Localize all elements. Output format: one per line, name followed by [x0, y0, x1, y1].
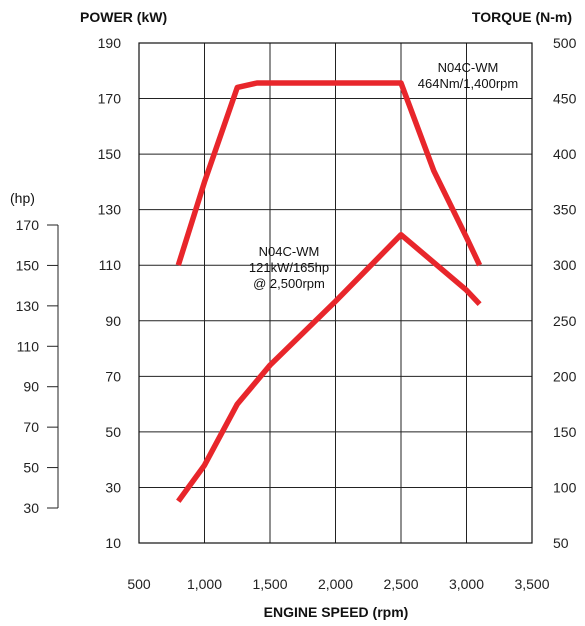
- x-tick-label: 2,000: [318, 576, 353, 592]
- power-tick-label: 190: [98, 35, 122, 51]
- torque-tick-label: 300: [553, 257, 577, 273]
- hp-axis: 30 50 70 90 110 130 150 170: [16, 217, 59, 516]
- power-tick-label: 30: [105, 479, 121, 495]
- torque-curve: [175, 80, 483, 267]
- torque-annotation-line: N04C-WM: [438, 60, 499, 75]
- series-lines: [175, 80, 483, 503]
- torque-tick-labels: 50 100 150 200 250 300 350 400 450 500: [553, 35, 577, 551]
- hp-axis-title: (hp): [10, 190, 35, 206]
- torque-axis-title: TORQUE (N-m): [472, 9, 572, 25]
- hp-tick-label: 150: [16, 257, 40, 273]
- hp-tick-label: 30: [23, 500, 39, 516]
- x-tick-label: 500: [127, 576, 151, 592]
- hp-tick-label: 130: [16, 298, 40, 314]
- hp-tick-label: 70: [23, 419, 39, 435]
- power-tick-label: 10: [105, 535, 121, 551]
- power-annotation-line: N04C-WM: [259, 244, 320, 259]
- power-tick-labels: 10 30 50 70 90 110 130 150 170 190: [98, 35, 122, 551]
- power-axis-title: POWER (kW): [80, 9, 167, 25]
- hp-tick-label: 110: [17, 338, 40, 354]
- power-tick-label: 170: [98, 91, 122, 107]
- x-tick-label: 1,500: [252, 576, 287, 592]
- x-tick-label: 3,500: [514, 576, 549, 592]
- plot-grid: [139, 43, 532, 543]
- annotations: N04C-WM464Nm/1,400rpmN04C-WM121kW/165hp@…: [249, 60, 518, 291]
- torque-tick-label: 200: [553, 368, 577, 384]
- power-tick-label: 130: [98, 202, 122, 218]
- power-tick-label: 110: [99, 257, 122, 273]
- x-tick-label: 1,000: [187, 576, 222, 592]
- power-tick-label: 90: [105, 313, 121, 329]
- torque-tick-label: 400: [553, 146, 577, 162]
- torque-tick-label: 350: [553, 202, 577, 218]
- torque-tick-label: 50: [553, 535, 569, 551]
- power-tick-label: 50: [105, 424, 121, 440]
- power-annotation-line: @ 2,500rpm: [253, 276, 325, 291]
- torque-tick-label: 450: [553, 91, 577, 107]
- torque-tick-label: 500: [553, 35, 577, 51]
- hp-tick-label: 90: [23, 379, 39, 395]
- power-annotation-line: 121kW/165hp: [249, 260, 329, 275]
- power-tick-label: 70: [105, 368, 121, 384]
- x-tick-labels: 500 1,000 1,500 2,000 2,500 3,000 3,500: [127, 576, 549, 592]
- hp-tick-label: 50: [23, 460, 39, 476]
- torque-tick-label: 250: [553, 313, 577, 329]
- torque-tick-label: 100: [553, 479, 577, 495]
- hp-tick-label: 170: [16, 217, 40, 233]
- power-tick-label: 150: [98, 146, 122, 162]
- x-tick-label: 2,500: [383, 576, 418, 592]
- plot-frame: [138, 42, 533, 544]
- x-axis-title: ENGINE SPEED (rpm): [264, 604, 409, 620]
- torque-tick-label: 150: [553, 424, 577, 440]
- x-tick-label: 3,000: [449, 576, 484, 592]
- power-curve: [176, 231, 482, 503]
- torque-annotation-line: 464Nm/1,400rpm: [418, 76, 518, 91]
